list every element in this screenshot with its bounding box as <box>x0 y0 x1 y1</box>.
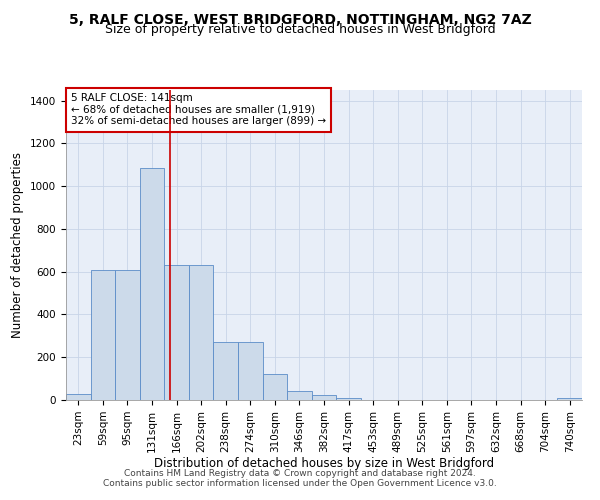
Bar <box>140 168 164 400</box>
Bar <box>66 394 91 400</box>
Bar <box>189 266 214 400</box>
Bar <box>164 266 189 400</box>
Bar <box>238 342 263 400</box>
Bar <box>214 342 238 400</box>
Bar <box>115 270 140 400</box>
Bar <box>336 398 361 400</box>
Bar <box>312 394 336 400</box>
Bar <box>287 392 312 400</box>
Bar <box>557 398 582 400</box>
X-axis label: Distribution of detached houses by size in West Bridgford: Distribution of detached houses by size … <box>154 458 494 470</box>
Text: 5 RALF CLOSE: 141sqm
← 68% of detached houses are smaller (1,919)
32% of semi-de: 5 RALF CLOSE: 141sqm ← 68% of detached h… <box>71 93 326 126</box>
Y-axis label: Number of detached properties: Number of detached properties <box>11 152 25 338</box>
Text: Contains public sector information licensed under the Open Government Licence v3: Contains public sector information licen… <box>103 478 497 488</box>
Text: Size of property relative to detached houses in West Bridgford: Size of property relative to detached ho… <box>104 22 496 36</box>
Text: Contains HM Land Registry data © Crown copyright and database right 2024.: Contains HM Land Registry data © Crown c… <box>124 468 476 477</box>
Text: 5, RALF CLOSE, WEST BRIDGFORD, NOTTINGHAM, NG2 7AZ: 5, RALF CLOSE, WEST BRIDGFORD, NOTTINGHA… <box>68 12 532 26</box>
Bar <box>263 374 287 400</box>
Bar <box>91 270 115 400</box>
